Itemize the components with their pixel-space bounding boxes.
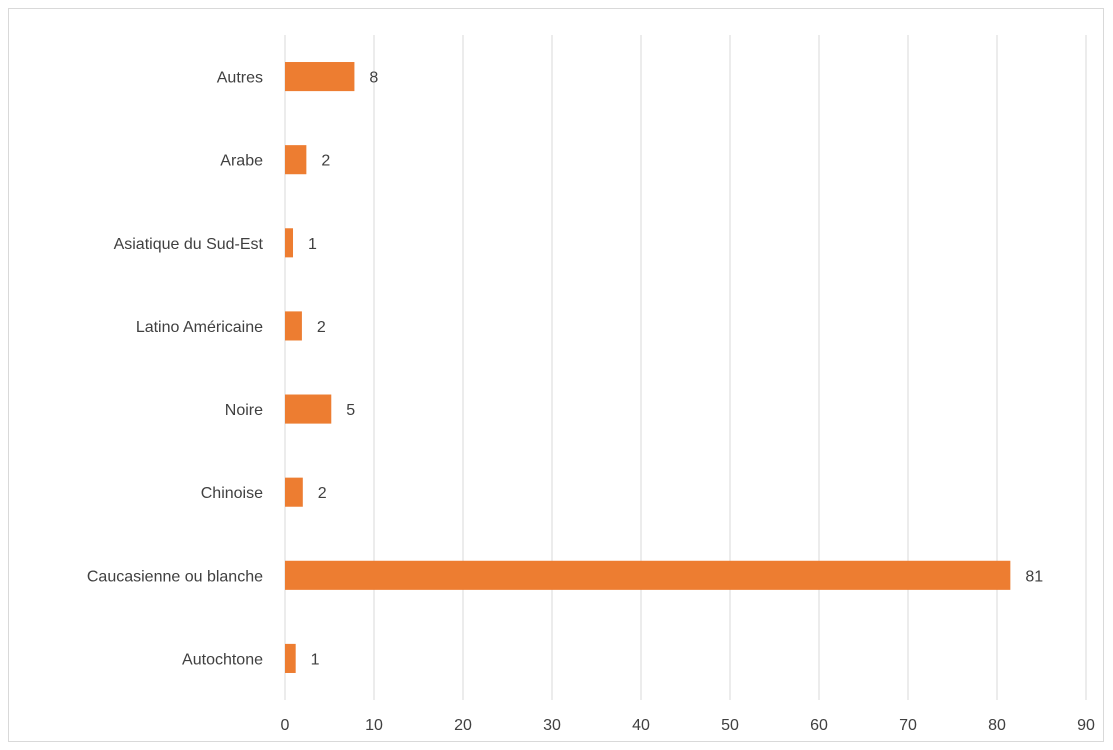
data-label: 5 (346, 402, 355, 419)
x-tick-label: 70 (899, 717, 917, 734)
bar-latino-am-ricaine (285, 311, 302, 341)
x-tick-label: 40 (632, 717, 650, 734)
x-tick-label: 90 (1077, 717, 1095, 734)
data-label: 2 (321, 153, 330, 170)
x-tick-label: 60 (810, 717, 828, 734)
x-tick-label: 30 (543, 717, 561, 734)
data-label: 1 (311, 651, 320, 668)
category-label: Chinoise (201, 485, 263, 502)
labels: 0 10 20 30 40 50 60 70 80 90 Autochtone 1 Caucasienn… (87, 70, 1095, 734)
category-label: Caucasienne ou blanche (87, 568, 263, 585)
x-tick-label: 80 (988, 717, 1006, 734)
bar-noire (285, 394, 332, 424)
category-label: Latino Américaine (136, 319, 263, 336)
data-label: 2 (317, 319, 326, 336)
bar-autochtone (285, 643, 296, 673)
bar-chinoise (285, 477, 303, 507)
data-label: 1 (308, 236, 317, 253)
bar-asiatique-du-sud-est (285, 228, 294, 258)
category-label: Autres (217, 70, 263, 87)
x-tick-label: 50 (721, 717, 739, 734)
chart-frame (8, 8, 1104, 742)
data-label: 81 (1025, 568, 1043, 585)
x-tick-label: 0 (281, 717, 290, 734)
category-label: Autochtone (182, 651, 263, 668)
x-tick-label: 10 (365, 717, 383, 734)
bars (285, 62, 1011, 673)
category-label: Asiatique du Sud-Est (114, 236, 264, 253)
data-label: 2 (318, 485, 327, 502)
bar-caucasienne-ou-blanche (285, 560, 1011, 590)
bar-arabe (285, 145, 307, 175)
category-label: Arabe (220, 153, 263, 170)
data-label: 8 (369, 70, 378, 87)
bar-autres (285, 62, 355, 92)
x-tick-label: 20 (454, 717, 472, 734)
grid-lines (284, 35, 1087, 700)
category-label: Noire (225, 402, 263, 419)
